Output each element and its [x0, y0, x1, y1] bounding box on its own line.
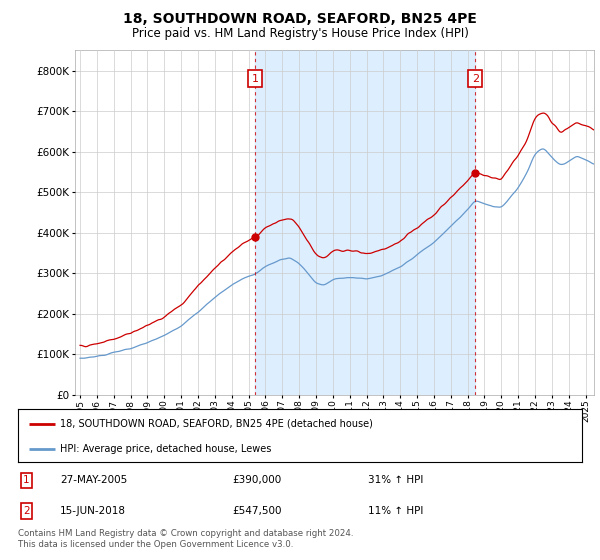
Text: 2: 2 — [472, 74, 479, 84]
Text: 18, SOUTHDOWN ROAD, SEAFORD, BN25 4PE (detached house): 18, SOUTHDOWN ROAD, SEAFORD, BN25 4PE (d… — [60, 419, 373, 429]
Bar — [256, 50, 475, 395]
Text: Contains HM Land Registry data © Crown copyright and database right 2024.
This d: Contains HM Land Registry data © Crown c… — [18, 529, 353, 549]
Text: 1: 1 — [23, 475, 30, 485]
Text: Price paid vs. HM Land Registry's House Price Index (HPI): Price paid vs. HM Land Registry's House … — [131, 27, 469, 40]
Text: £547,500: £547,500 — [232, 506, 282, 516]
Text: HPI: Average price, detached house, Lewes: HPI: Average price, detached house, Lewe… — [60, 444, 272, 454]
Text: £390,000: £390,000 — [232, 475, 281, 485]
Text: 18, SOUTHDOWN ROAD, SEAFORD, BN25 4PE: 18, SOUTHDOWN ROAD, SEAFORD, BN25 4PE — [123, 12, 477, 26]
Text: 31% ↑ HPI: 31% ↑ HPI — [368, 475, 423, 485]
Text: 2: 2 — [23, 506, 30, 516]
Text: 11% ↑ HPI: 11% ↑ HPI — [368, 506, 423, 516]
Text: 15-JUN-2018: 15-JUN-2018 — [60, 506, 127, 516]
Text: 27-MAY-2005: 27-MAY-2005 — [60, 475, 128, 485]
Text: 1: 1 — [252, 74, 259, 84]
